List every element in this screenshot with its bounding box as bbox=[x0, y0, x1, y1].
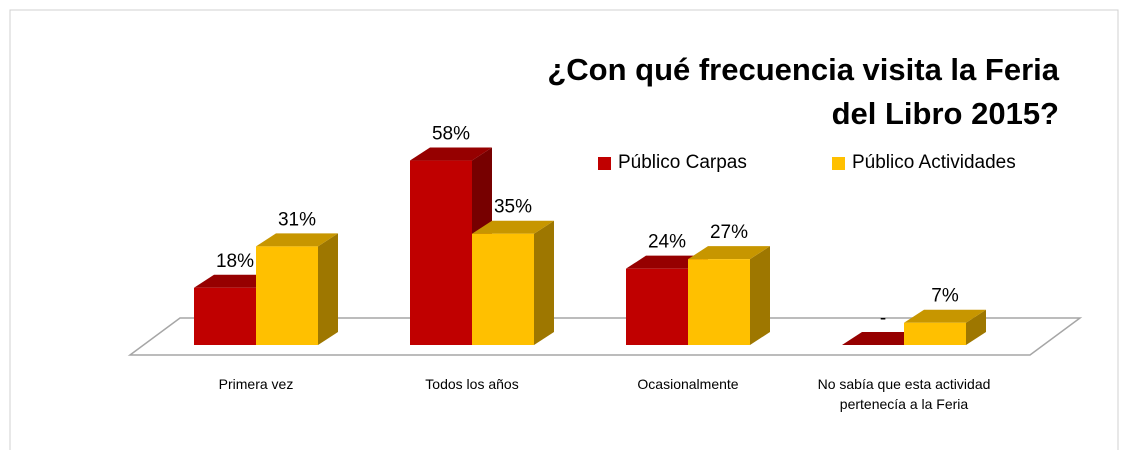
data-label: 58% bbox=[432, 124, 470, 145]
data-label: 35% bbox=[494, 197, 532, 218]
bar-top bbox=[688, 246, 770, 260]
legend-swatch bbox=[598, 156, 611, 170]
bar bbox=[688, 259, 750, 345]
data-label: 24% bbox=[648, 232, 686, 253]
legend-item: Público Carpas bbox=[598, 152, 747, 174]
legend-swatch bbox=[832, 156, 845, 170]
bar-top bbox=[472, 220, 554, 234]
x-tick-label: Primera vez bbox=[218, 376, 294, 392]
bar bbox=[904, 322, 966, 345]
bar bbox=[256, 246, 318, 345]
x-tick-label: Ocasionalmente bbox=[637, 376, 739, 392]
data-label: 27% bbox=[710, 222, 748, 243]
x-tick-label: No sabía que esta actividad pertenecía a… bbox=[817, 376, 991, 412]
bar-side bbox=[750, 246, 770, 345]
floor bbox=[127, 317, 1083, 356]
data-label: - bbox=[880, 308, 886, 329]
data-label: 7% bbox=[931, 286, 959, 307]
bar-top bbox=[410, 147, 492, 161]
data-label: 18% bbox=[216, 251, 254, 272]
legend-item: Público Actividades bbox=[832, 152, 1016, 174]
bar-side bbox=[318, 233, 338, 345]
bar bbox=[626, 268, 688, 345]
legend-label: Público Actividades bbox=[852, 152, 1016, 173]
bar-top bbox=[256, 233, 338, 247]
bar-top bbox=[842, 332, 924, 345]
data-label: 31% bbox=[278, 209, 316, 230]
chart-border bbox=[9, 9, 1119, 450]
legend-label: Público Carpas bbox=[618, 152, 747, 173]
chart-title: ¿Con qué frecuencia visita la Feria del … bbox=[547, 52, 1059, 131]
bar-top bbox=[194, 274, 276, 288]
bar bbox=[194, 287, 256, 345]
bar bbox=[410, 160, 472, 345]
bar-side bbox=[534, 220, 554, 345]
bar bbox=[472, 233, 534, 345]
bar-top bbox=[904, 309, 986, 323]
x-tick-label: Todos los años bbox=[425, 376, 519, 392]
bar-side bbox=[966, 309, 986, 345]
bar-top bbox=[626, 255, 708, 269]
